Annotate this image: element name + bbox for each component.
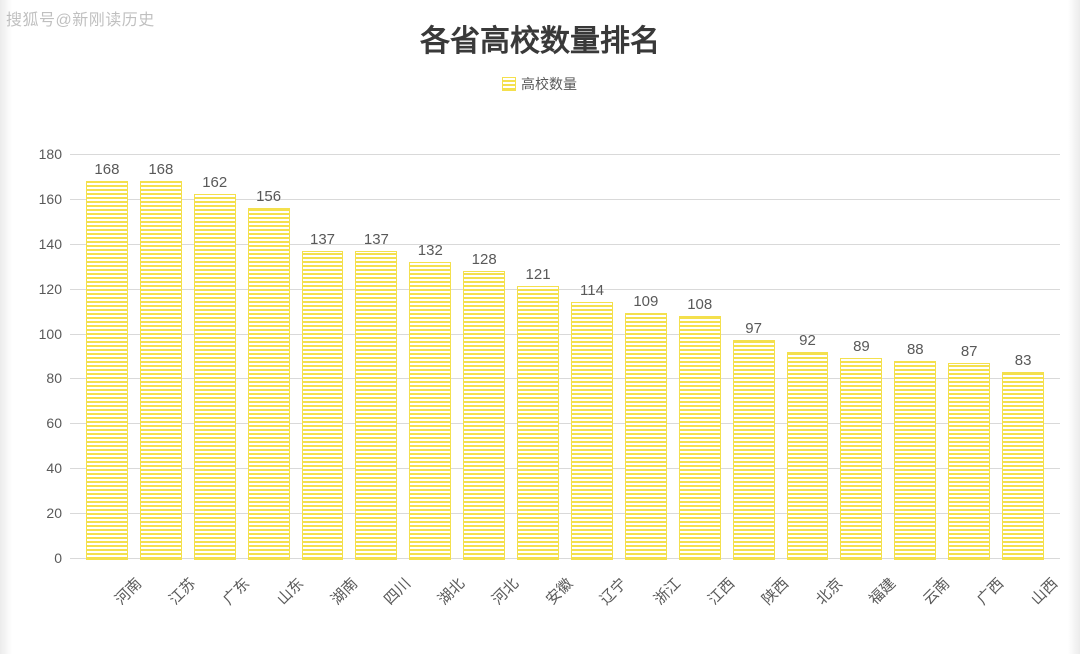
bar-value-label: 168 — [94, 161, 119, 178]
bar-slot: 156 — [242, 155, 296, 559]
legend-swatch-icon — [503, 78, 515, 90]
bar: 156 — [249, 209, 289, 559]
x-label-slot: 广西 — [942, 565, 996, 625]
bar: 137 — [303, 252, 343, 559]
bar: 137 — [356, 252, 396, 559]
x-label-slot: 北京 — [781, 565, 835, 625]
bar-value-label: 114 — [580, 282, 604, 299]
x-label-slot: 湖北 — [403, 565, 457, 625]
bar-slot: 137 — [296, 155, 350, 559]
bar-slot: 168 — [80, 155, 134, 559]
edge-shadow-right — [1068, 0, 1080, 654]
y-tick-label: 180 — [39, 146, 62, 162]
bar: 109 — [626, 314, 666, 559]
bar-value-label: 137 — [364, 231, 389, 248]
x-tick-label: 山西 — [1026, 573, 1062, 609]
plot-area: 020406080100120140160180 168168162156137… — [70, 155, 1060, 559]
bar-value-label: 128 — [472, 251, 497, 268]
y-tick-label: 140 — [39, 236, 62, 252]
chart-title: 各省高校数量排名 — [0, 16, 1080, 60]
bar-slot: 88 — [888, 155, 942, 559]
x-axis-labels: 河南江苏广东山东湖南四川湖北河北安徽辽宁浙江江西陕西北京福建云南广西山西 — [70, 565, 1060, 625]
bar-slot: 87 — [942, 155, 996, 559]
y-tick-label: 20 — [46, 505, 62, 521]
bar-slot: 109 — [619, 155, 673, 559]
bar-value-label: 83 — [1015, 352, 1032, 369]
bar-slot: 132 — [403, 155, 457, 559]
bar-value-label: 88 — [907, 341, 924, 358]
bar-value-label: 87 — [961, 343, 978, 360]
bar: 89 — [841, 359, 881, 559]
bar-value-label: 121 — [526, 266, 551, 283]
x-label-slot: 云南 — [888, 565, 942, 625]
bar-value-label: 97 — [745, 320, 762, 337]
x-label-slot: 广东 — [188, 565, 242, 625]
y-tick-label: 100 — [39, 326, 62, 342]
bar: 121 — [518, 287, 558, 559]
bar-slot: 97 — [727, 155, 781, 559]
y-tick-label: 160 — [39, 191, 62, 207]
edge-shadow-left — [0, 0, 12, 654]
bar-value-label: 109 — [633, 293, 658, 310]
x-label-slot: 河南 — [80, 565, 134, 625]
bar: 88 — [895, 362, 935, 560]
bar-value-label: 89 — [853, 338, 870, 355]
bar-slot: 168 — [134, 155, 188, 559]
chart-canvas: 搜狐号@新刚读历史 各省高校数量排名 高校数量 0204060801001201… — [0, 0, 1080, 654]
bar: 114 — [572, 303, 612, 559]
x-label-slot: 陕西 — [727, 565, 781, 625]
bar-value-label: 92 — [799, 332, 816, 349]
legend-label: 高校数量 — [521, 74, 577, 94]
bar-slot: 83 — [996, 155, 1050, 559]
bar: 168 — [87, 182, 127, 559]
bar: 168 — [141, 182, 181, 559]
x-label-slot: 江苏 — [134, 565, 188, 625]
bar: 132 — [410, 263, 450, 559]
bar-slot: 162 — [188, 155, 242, 559]
bar: 83 — [1003, 373, 1043, 559]
bar-value-label: 132 — [418, 242, 443, 259]
x-label-slot: 山西 — [996, 565, 1050, 625]
bar-slot: 114 — [565, 155, 619, 559]
bar: 128 — [464, 272, 504, 559]
x-label-slot: 山东 — [242, 565, 296, 625]
bar-slot: 128 — [457, 155, 511, 559]
y-tick-label: 40 — [46, 460, 62, 476]
x-label-slot: 四川 — [349, 565, 403, 625]
bar-value-label: 137 — [310, 231, 335, 248]
y-tick-label: 0 — [54, 550, 62, 566]
bar-slot: 108 — [673, 155, 727, 559]
x-label-slot: 江西 — [673, 565, 727, 625]
bar: 92 — [788, 353, 828, 559]
bar-slot: 121 — [511, 155, 565, 559]
bar-slot: 92 — [781, 155, 835, 559]
x-label-slot: 河北 — [457, 565, 511, 625]
y-tick-label: 80 — [46, 370, 62, 386]
x-label-slot: 福建 — [834, 565, 888, 625]
bar-value-label: 168 — [148, 161, 173, 178]
y-tick-label: 60 — [46, 415, 62, 431]
bars-container: 1681681621561371371321281211141091089792… — [70, 155, 1060, 559]
bar-value-label: 108 — [687, 296, 712, 313]
bar: 162 — [195, 195, 235, 559]
x-label-slot: 湖南 — [296, 565, 350, 625]
x-label-slot: 安徽 — [511, 565, 565, 625]
x-label-slot: 浙江 — [619, 565, 673, 625]
y-tick-label: 120 — [39, 281, 62, 297]
bar: 87 — [949, 364, 989, 559]
bar: 97 — [734, 341, 774, 559]
bar: 108 — [680, 317, 720, 559]
x-label-slot: 辽宁 — [565, 565, 619, 625]
bar-slot: 89 — [834, 155, 888, 559]
bar-value-label: 156 — [256, 188, 281, 205]
bar-slot: 137 — [349, 155, 403, 559]
chart-legend: 高校数量 — [0, 74, 1080, 94]
bar-value-label: 162 — [202, 174, 227, 191]
